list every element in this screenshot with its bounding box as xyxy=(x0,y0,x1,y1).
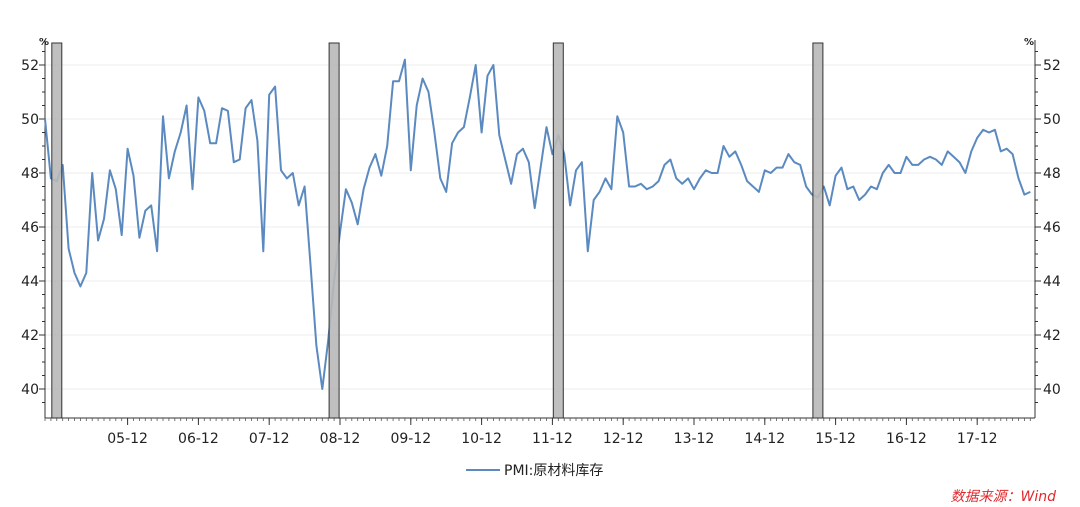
highlight-bar xyxy=(552,42,564,419)
x-tick-label: 05-12 xyxy=(107,431,148,447)
y-tick-label-right: 44 xyxy=(1043,274,1061,290)
legend: PMI:原材料库存 xyxy=(466,459,603,481)
x-tick-label: 15-12 xyxy=(815,431,856,447)
x-tick-label: 14-12 xyxy=(744,431,785,447)
y-tick-label-left: 40 xyxy=(21,382,39,398)
y-unit-left: % xyxy=(39,37,49,48)
x-tick-label: 17-12 xyxy=(957,431,998,447)
y-tick-label-right: 46 xyxy=(1043,220,1061,236)
highlight-bar xyxy=(51,42,63,419)
y-unit-right: % xyxy=(1024,37,1034,48)
x-tick-label: 07-12 xyxy=(249,431,290,447)
y-tick-label-right: 40 xyxy=(1043,382,1061,398)
y-tick-label-left: 48 xyxy=(21,166,39,182)
x-tick-label: 10-12 xyxy=(461,431,502,447)
y-tick-label-right: 42 xyxy=(1043,328,1061,344)
x-tick-label: 06-12 xyxy=(178,431,219,447)
y-tick-label-left: 44 xyxy=(21,274,39,290)
y-tick-label-right: 48 xyxy=(1043,166,1061,182)
highlight-bar xyxy=(812,42,824,419)
source-note: 数据来源：Wind xyxy=(950,489,1057,505)
x-tick-label: 11-12 xyxy=(532,431,573,447)
x-tick-label: 12-12 xyxy=(603,431,644,447)
x-tick-label: 16-12 xyxy=(886,431,927,447)
y-tick-label-right: 52 xyxy=(1043,58,1061,74)
x-tick-label: 09-12 xyxy=(390,431,431,447)
y-tick-label-left: 42 xyxy=(21,328,39,344)
legend-label: PMI:原材料库存 xyxy=(504,463,604,479)
x-tick-label: 13-12 xyxy=(674,431,715,447)
x-tick-label: 08-12 xyxy=(320,431,361,447)
y-tick-label-right: 50 xyxy=(1043,112,1061,128)
y-tick-label-left: 50 xyxy=(21,112,39,128)
highlight-bar xyxy=(328,42,340,419)
y-tick-label-left: 52 xyxy=(21,58,39,74)
y-tick-label-left: 46 xyxy=(21,220,39,236)
legend-line-swatch xyxy=(466,469,500,471)
series-line xyxy=(44,58,1031,390)
